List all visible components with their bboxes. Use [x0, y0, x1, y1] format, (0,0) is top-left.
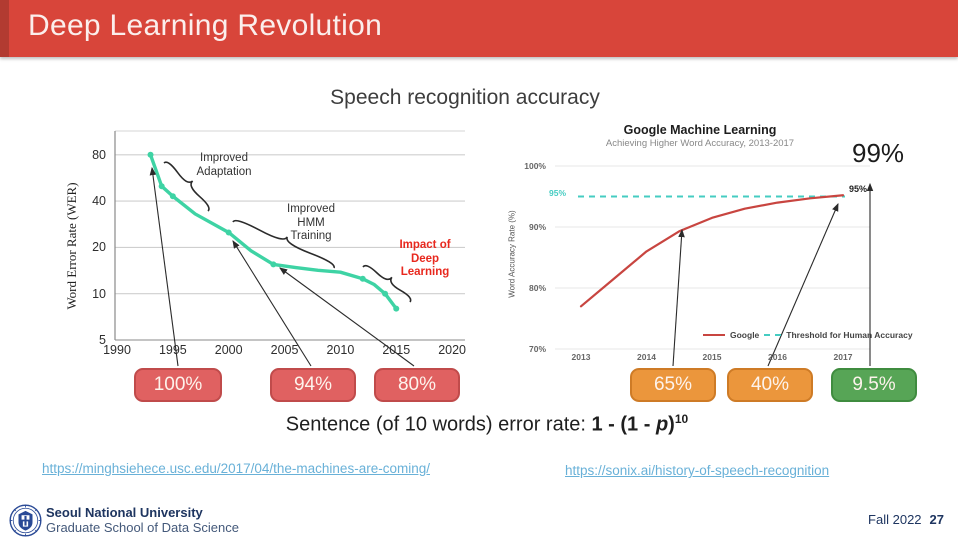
formula-exponent: 10 [674, 412, 689, 426]
header-bar [0, 0, 958, 57]
badge-80-percent: 80% [374, 368, 460, 402]
right-chart-y-axis-label: Word Accuracy Rate (%) [507, 210, 517, 298]
footer-university-name: Seoul National University [46, 505, 203, 520]
right-chart-ytick-100: 100% [524, 161, 546, 171]
right-chart-xtick-2017: 2017 [833, 352, 853, 362]
right-chart-ytick-80: 80% [528, 283, 546, 293]
right-chart-subtitle: Achieving Higher Word Accuracy, 2013-201… [605, 138, 795, 149]
left-chart-ytick-5: 5 [99, 333, 106, 347]
formula-variable-p: p [655, 413, 669, 436]
legend-google-line-swatch [703, 334, 725, 336]
annotation-improved-hmm-training: Improved HMM Training [287, 203, 335, 242]
source-link-usc[interactable]: https://minghsiehece.usc.edu/2017/04/the… [42, 461, 430, 476]
left-chart-xtick-1995: 1995 [158, 343, 187, 357]
source-link-sonix[interactable]: https://sonix.ai/history-of-speech-recog… [565, 463, 830, 478]
formula-prefix: Sentence (of 10 words) error rate: [285, 413, 592, 436]
snu-logo [9, 504, 42, 537]
left-chart-xtick-2000: 2000 [214, 343, 243, 357]
annotation-improved-adaptation: Improved Adaptation [196, 152, 252, 178]
left-chart-y-axis-label: Word Error Rate (WER) [64, 182, 79, 310]
left-chart-ytick-40: 40 [92, 194, 106, 209]
header-accent-stripe [0, 0, 9, 57]
footer-page-number: 27 [929, 512, 944, 527]
right-chart-ytick-70: 70% [528, 344, 546, 354]
formula-bold-open: 1 - (1 - [591, 413, 656, 436]
right-chart-xtick-2016: 2016 [768, 352, 787, 362]
left-chart-xtick-2015: 2015 [382, 343, 411, 357]
footer-term: Fall 2022 [868, 512, 922, 527]
sentence-error-formula: Sentence (of 10 words) error rate: 1 - (… [8, 412, 958, 437]
left-chart-ytick-20: 20 [92, 240, 106, 255]
right-chart-legend: Google Threshold for Human Accuracy [703, 330, 913, 340]
left-chart-xtick-2020: 2020 [438, 343, 466, 357]
right-chart-xtick-2014: 2014 [637, 352, 656, 362]
badge-40-percent: 40% [727, 368, 813, 402]
threshold-value-label: 95% [549, 188, 567, 198]
badge-100-percent: 100% [134, 368, 222, 402]
accuracy-callout-99: 99% [852, 138, 905, 168]
right-chart-xtick-2013: 2013 [571, 352, 591, 362]
badge-65-percent: 65% [630, 368, 716, 402]
legend-threshold-dash-swatch [764, 334, 782, 336]
left-chart-xtick-1990: 1990 [103, 343, 131, 357]
left-chart-ytick-80: 80 [92, 147, 106, 162]
page-title: Deep Learning Revolution [28, 9, 383, 42]
badge-9point5-percent: 9.5% [831, 368, 917, 402]
legend-google-label: Google [730, 330, 760, 340]
footer-term-page: Fall 2022 27 [868, 512, 944, 527]
curve-endpoint-label: 95% [849, 184, 868, 194]
annotation-impact-of-deep-learning: Impact of Deep Learning [399, 239, 451, 278]
left-chart-xtick-2010: 2010 [326, 343, 355, 357]
left-chart-xtick-2005: 2005 [270, 343, 299, 357]
right-chart-title: Google Machine Learning [623, 123, 777, 137]
formula-bold-close: ) [668, 413, 675, 436]
footer-school-name: Graduate School of Data Science [46, 520, 239, 535]
badge-94-percent: 94% [270, 368, 356, 402]
legend-threshold-label: Threshold for Human Accuracy [786, 330, 913, 340]
left-chart-ytick-10: 10 [92, 286, 106, 301]
right-chart-xtick-2015: 2015 [702, 352, 722, 362]
right-chart-ytick-90: 90% [528, 222, 546, 232]
section-subtitle: Speech recognition accuracy [330, 86, 600, 109]
